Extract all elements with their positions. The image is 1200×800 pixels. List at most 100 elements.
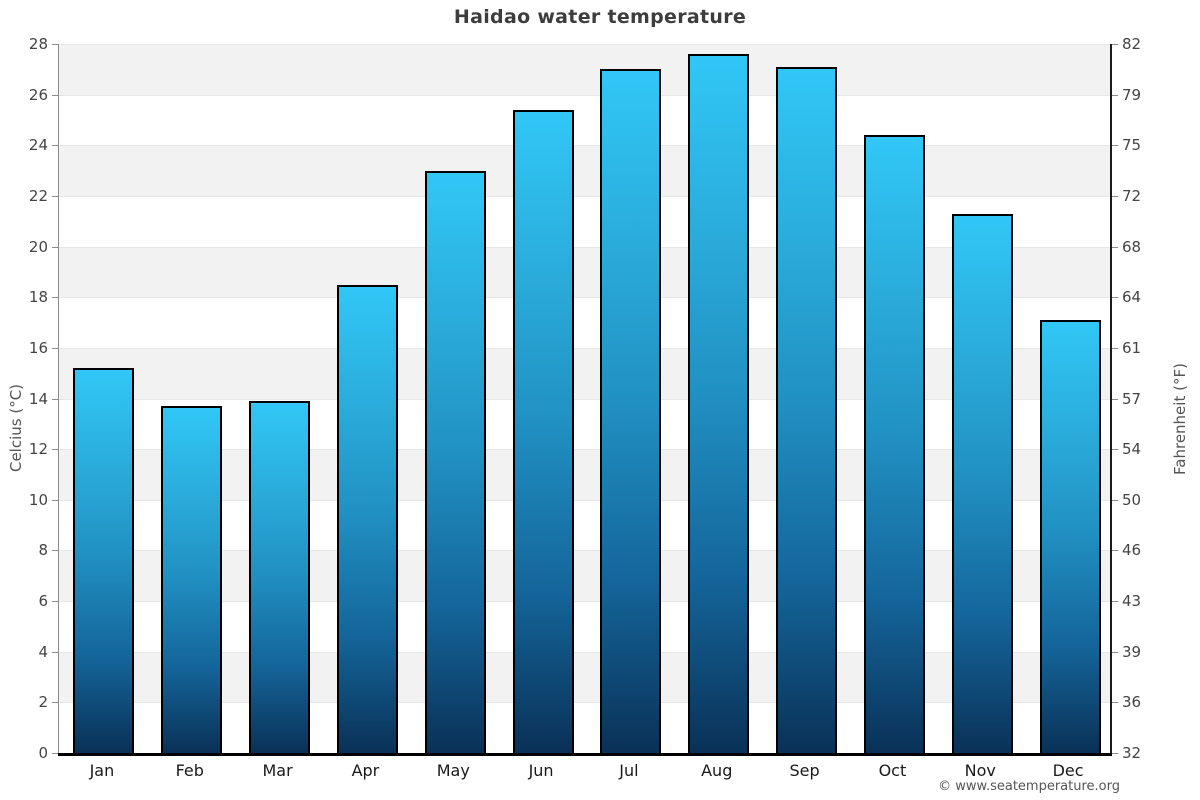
plot-area — [58, 44, 1112, 756]
y-tickmark-right — [1112, 44, 1118, 45]
y-tickmark-right — [1112, 449, 1118, 451]
y-tickmark-left — [52, 702, 58, 704]
grid-band — [59, 44, 1110, 95]
x-tick-label-jan: Jan — [89, 761, 115, 780]
y-tickmark-left — [52, 601, 58, 603]
bar-jun — [512, 109, 574, 753]
y-tick-label-fahrenheit: 32 — [1122, 744, 1142, 762]
y-tickmark-left — [52, 651, 58, 653]
y-tick-label-celsius: 10 — [28, 490, 48, 509]
grid-band — [59, 94, 1110, 146]
grid-band — [59, 499, 1110, 551]
y-tickmark-left — [52, 398, 58, 400]
grid-band — [59, 398, 1110, 450]
y-tickmark-left — [52, 449, 58, 451]
grid-band — [59, 195, 1110, 247]
y-tickmark-right — [1112, 499, 1118, 501]
y-tick-label-fahrenheit: 72 — [1122, 186, 1142, 205]
y-tickmark-right — [1112, 195, 1118, 197]
bar-sep — [776, 66, 838, 753]
y-tickmark-left — [52, 550, 58, 552]
y-tick-label-fahrenheit: 57 — [1122, 389, 1142, 408]
y-tick-label-fahrenheit: 75 — [1122, 136, 1142, 155]
y-tick-label-fahrenheit: 46 — [1122, 541, 1142, 560]
y-tick-label-fahrenheit: 68 — [1122, 237, 1142, 256]
bar-mar — [249, 401, 311, 753]
y-tickmark-right — [1112, 753, 1118, 754]
y-tickmark-right — [1112, 550, 1118, 552]
y-tickmark-left — [52, 195, 58, 197]
grid-band — [59, 449, 1110, 500]
bar-jul — [600, 69, 662, 753]
bar-oct — [863, 135, 925, 753]
y-tickmark-left — [52, 297, 58, 299]
y-tick-label-fahrenheit: 64 — [1122, 288, 1142, 307]
x-tick-label-may: May — [436, 761, 470, 780]
y-tick-label-fahrenheit: 43 — [1122, 592, 1142, 611]
x-tick-label-feb: Feb — [175, 761, 204, 780]
y-tick-label-celsius: 14 — [28, 389, 48, 408]
y-tickmark-left — [52, 94, 58, 96]
y-tick-label-fahrenheit: 36 — [1122, 693, 1142, 712]
y-tick-label-celsius: 26 — [28, 85, 48, 104]
y-axis-label-fahrenheit: Fahrenheit (°F) — [1171, 363, 1189, 475]
y-tickmark-right — [1112, 94, 1118, 96]
chart-title: Haidao water temperature — [453, 6, 747, 28]
grid-band — [59, 601, 1110, 652]
x-tick-label-sep: Sep — [789, 761, 820, 780]
y-tickmark-right — [1112, 398, 1118, 400]
bar-may — [424, 170, 486, 753]
x-tick-label-jul: Jul — [619, 761, 639, 780]
x-tick-label-jun: Jun — [528, 761, 554, 780]
bar-apr — [336, 284, 398, 753]
y-axis-line-right — [1110, 44, 1112, 753]
y-tickmark-left — [52, 499, 58, 501]
grid-band — [59, 651, 1110, 703]
y-tick-label-fahrenheit: 82 — [1122, 35, 1142, 53]
bar-aug — [688, 54, 750, 753]
y-tickmark-left — [52, 44, 58, 45]
y-tick-label-celsius: 20 — [28, 237, 48, 256]
y-tickmark-left — [52, 145, 58, 147]
y-tick-label-celsius: 4 — [38, 642, 48, 661]
grid-band — [59, 297, 1110, 348]
y-tickmark-right — [1112, 145, 1118, 147]
x-tick-label-dec: Dec — [1052, 761, 1084, 780]
y-tick-label-fahrenheit: 79 — [1122, 85, 1142, 104]
y-tickmark-left — [52, 753, 58, 754]
y-axis-line-left — [58, 44, 59, 753]
y-tickmark-left — [52, 246, 58, 248]
grid-band — [59, 246, 1110, 298]
x-tick-label-nov: Nov — [964, 761, 996, 780]
y-tick-label-fahrenheit: 61 — [1122, 338, 1142, 357]
y-tickmark-left — [52, 347, 58, 349]
grid-band — [59, 702, 1110, 753]
x-tick-label-aug: Aug — [701, 761, 733, 780]
y-tick-label-celsius: 2 — [38, 693, 48, 712]
y-tickmark-right — [1112, 297, 1118, 299]
y-tickmark-right — [1112, 601, 1118, 603]
y-tick-label-fahrenheit: 54 — [1122, 440, 1142, 459]
y-tick-label-celsius: 6 — [38, 592, 48, 611]
y-tick-label-fahrenheit: 50 — [1122, 490, 1142, 509]
y-tickmark-right — [1112, 702, 1118, 704]
grid-band — [59, 347, 1110, 399]
y-tick-label-celsius: 24 — [28, 136, 48, 155]
y-tick-label-celsius: 16 — [28, 338, 48, 357]
bar-feb — [161, 406, 223, 753]
x-tick-label-oct: Oct — [878, 761, 907, 780]
y-tick-label-celsius: 12 — [28, 440, 48, 459]
y-tickmark-right — [1112, 347, 1118, 349]
y-tick-label-celsius: 18 — [28, 288, 48, 307]
y-tickmark-right — [1112, 246, 1118, 248]
y-axis-label-celsius: Celcius (°C) — [7, 383, 25, 473]
x-tick-label-mar: Mar — [262, 761, 293, 780]
grid-band — [59, 145, 1110, 196]
bar-dec — [1039, 320, 1101, 753]
copyright-credit: © www.seatemperature.org — [938, 779, 1120, 794]
y-tick-label-celsius: 0 — [38, 744, 48, 762]
y-tick-label-celsius: 8 — [38, 541, 48, 560]
y-tick-label-celsius: 22 — [28, 186, 48, 205]
bar-jan — [73, 368, 135, 753]
